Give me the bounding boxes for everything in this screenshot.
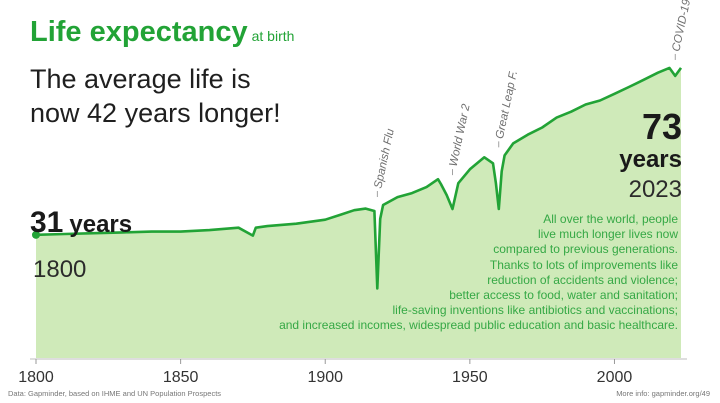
start-value-unit: years [69,211,133,238]
start-point-marker [32,230,40,239]
chart-title: Life expectancy at birth [30,16,294,49]
note-line: compared to previous generations. [493,242,678,257]
end-value-number: 73 [641,106,682,147]
start-value-label: 31 years [30,206,132,240]
annotation-label-3: COVID-19 [670,0,693,53]
headline-text: The average life is now 42 years longer! [30,64,281,128]
note-line: All over the world, people [543,212,678,226]
note-line: reduction of accidents and violence; [487,272,678,287]
note-line: Thanks to lots of improvements like [489,257,678,272]
x-tick-label-1850: 1850 [163,369,199,386]
annotation-label-0: Spanish Flu [372,127,396,189]
chart-subtitle: at birth [251,28,295,44]
note-line: live much longer lives now [537,227,678,242]
x-tick-label-2000: 2000 [597,369,633,386]
title-text: Life expectancy [30,16,248,48]
annotation-label-2: Great Leap F. [494,70,520,140]
note-line: better access to food, water and sanitat… [449,288,678,303]
x-tick-label-1800: 1800 [18,369,54,386]
note-line: and increased incomes, widespread public… [279,318,678,333]
end-year-label: 2023 [628,176,682,203]
more-info-link[interactable]: More info: gapminder.org/49 [616,389,710,398]
x-tick-label-1950: 1950 [452,369,488,386]
x-tick-label-1900: 1900 [307,369,343,386]
note-line: life-saving inventions like antibiotics … [392,303,679,318]
explanation-note: All over the world, people live much lon… [158,212,678,334]
start-year-label: 1800 [33,256,87,283]
annotation-label-1: World War 2 [448,102,473,167]
end-value-unit: years [619,146,682,173]
start-value-number: 31 [30,206,64,239]
life-expectancy-line [35,66,683,290]
data-source-credit: Data: Gapminder, based on IHME and UN Po… [8,389,222,398]
